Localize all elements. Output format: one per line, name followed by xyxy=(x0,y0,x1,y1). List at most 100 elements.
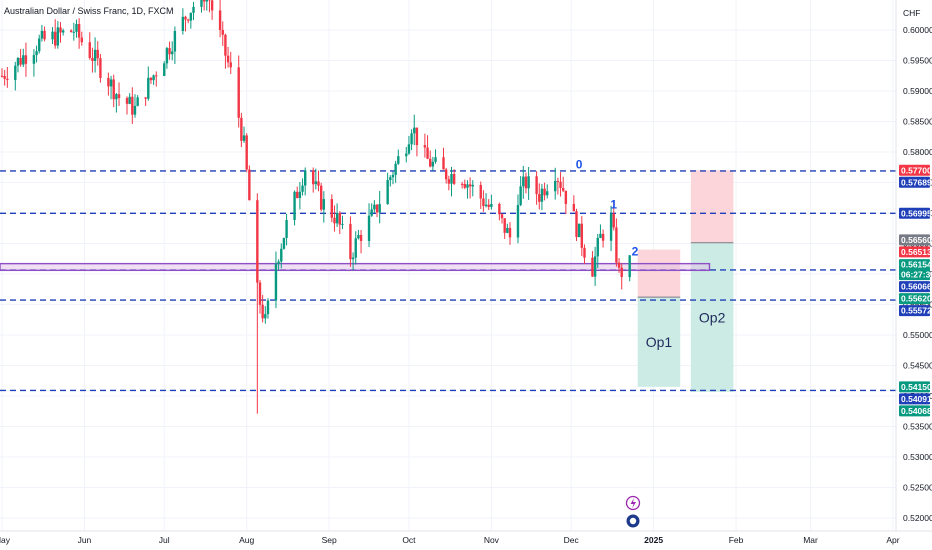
candle-body xyxy=(591,257,594,277)
price-tick-label: 0.55500 xyxy=(903,300,932,310)
candle-body xyxy=(397,156,400,164)
event-markers[interactable] xyxy=(625,495,641,528)
price-badge-label: 0.54068 xyxy=(901,406,932,416)
candle-body xyxy=(16,58,20,66)
price-badge-label: 0.55572 xyxy=(901,306,932,316)
candle-body xyxy=(210,0,214,11)
time-axis[interactable]: May Jun Jul Aug Sep Oct Nov Dec 2025 Feb Mar Apr xyxy=(0,535,900,545)
candle-body xyxy=(14,65,17,80)
candle-body xyxy=(165,48,169,64)
wave-label: 1 xyxy=(610,198,617,212)
candle-body xyxy=(40,30,44,39)
candle-body xyxy=(452,173,456,184)
candle-body xyxy=(38,38,41,52)
candle-body xyxy=(184,16,187,20)
candle-body xyxy=(394,163,397,175)
price-badge-label: 0.56560 xyxy=(901,235,932,245)
candle-body xyxy=(490,203,493,207)
candle-body xyxy=(431,161,435,167)
price-badge xyxy=(899,281,930,293)
candle-body xyxy=(615,227,618,263)
candle-body xyxy=(359,235,363,241)
candle-body xyxy=(378,204,381,213)
candle-body xyxy=(133,105,137,115)
wave-labels: 0 1 2 xyxy=(576,157,639,258)
candle-body xyxy=(163,63,166,77)
candle-body xyxy=(319,185,323,210)
candle-body xyxy=(229,62,232,68)
candle-body xyxy=(601,233,605,241)
candle-body xyxy=(373,204,376,210)
candle-body xyxy=(522,176,525,187)
candle-body xyxy=(357,235,360,239)
candle-body xyxy=(3,75,6,79)
candle-body xyxy=(202,0,206,2)
time-tick-label: Feb xyxy=(729,535,744,545)
support-zone[interactable] xyxy=(0,262,711,272)
price-tick-label: 0.59500 xyxy=(903,56,932,66)
candle-body xyxy=(171,51,174,55)
candle-body xyxy=(80,37,83,43)
position-label: Op2 xyxy=(699,309,726,325)
price-tick-label: 0.58000 xyxy=(903,147,932,157)
candle-body xyxy=(415,127,419,146)
candle-body xyxy=(391,174,395,178)
candle-body xyxy=(69,30,73,32)
candle-body xyxy=(564,190,568,205)
candle-body xyxy=(301,185,304,192)
candle-body xyxy=(35,51,38,56)
candle-body xyxy=(322,199,326,210)
candle-body xyxy=(341,223,344,225)
price-badge xyxy=(899,405,930,417)
candle-body xyxy=(503,218,506,233)
price-badge-label: 0.56513 xyxy=(901,247,932,257)
candle-body xyxy=(155,75,158,77)
candle-body xyxy=(546,191,549,196)
candle-body xyxy=(256,200,259,283)
price-tick-label: 0.52500 xyxy=(903,483,932,493)
price-tick-label: 0.53500 xyxy=(903,422,932,432)
candle-body xyxy=(51,31,54,40)
candle-body xyxy=(572,204,576,212)
candle-body xyxy=(333,217,336,224)
price-badge-label: 0.57689 xyxy=(901,177,932,187)
candle-body xyxy=(442,157,445,170)
candle-body xyxy=(173,31,177,52)
position-stop-zone[interactable] xyxy=(637,249,681,298)
price-badge xyxy=(899,259,930,281)
candle-body xyxy=(96,49,99,59)
time-tick-label: Apr xyxy=(886,535,899,545)
candle-body xyxy=(460,183,464,185)
price-tick-label: 0.53000 xyxy=(903,452,932,462)
candle-body xyxy=(53,31,57,46)
candle-body xyxy=(617,262,621,268)
candle-body xyxy=(338,212,341,225)
candle-body xyxy=(596,237,599,257)
candle-body xyxy=(112,79,115,100)
candle-body xyxy=(237,67,240,118)
time-tick-label: 2025 xyxy=(644,535,663,545)
price-badge-label: 0.57700 xyxy=(901,165,932,175)
position-stop-zone[interactable] xyxy=(690,170,734,243)
candle-body xyxy=(508,228,512,238)
candle-body xyxy=(189,12,193,21)
currency-label[interactable]: CHF xyxy=(903,8,920,18)
price-badge xyxy=(899,246,930,258)
support-zone-rect[interactable] xyxy=(0,262,711,272)
candle-body xyxy=(386,180,389,205)
candle-body xyxy=(186,19,190,21)
position-target-zone[interactable] xyxy=(637,297,681,387)
time-tick-label: Mar xyxy=(803,535,818,545)
price-badge xyxy=(899,293,930,305)
candle-body xyxy=(599,233,602,238)
time-tick-label: Sep xyxy=(322,535,337,545)
candle-body xyxy=(221,29,224,35)
candle-body xyxy=(556,180,560,182)
candle-body xyxy=(351,257,355,260)
candle-body xyxy=(218,10,222,30)
candle-body xyxy=(181,16,185,32)
price-badge-label: 0.54150 xyxy=(901,382,932,392)
position-labels: Op1 Op2 xyxy=(646,309,726,350)
candle-body xyxy=(484,204,488,207)
